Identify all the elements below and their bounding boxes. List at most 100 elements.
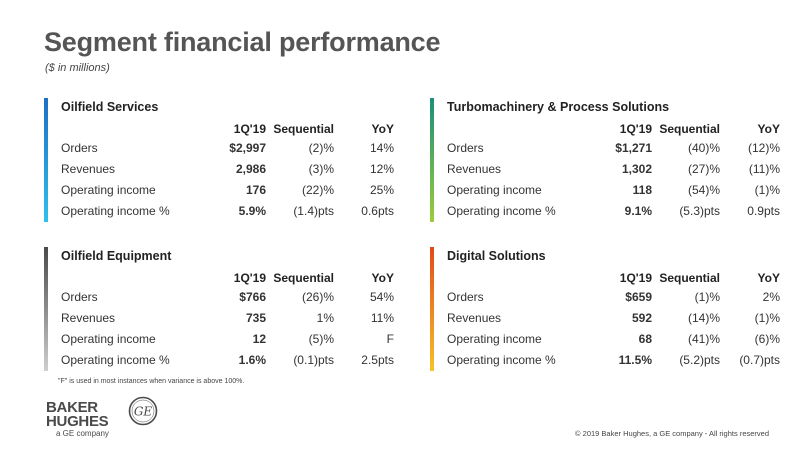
panel-oilfield-equipment: Oilfield Equipment 1Q'19 Sequential YoY … — [44, 247, 394, 371]
value-yoy: 0.9pts — [747, 204, 780, 218]
accent-bar — [430, 247, 434, 371]
value-yoy: 54% — [369, 290, 394, 304]
value-yoy: 14% — [369, 141, 394, 155]
value-yoy: 12% — [369, 162, 394, 176]
value-1q19: 118 — [632, 183, 652, 197]
value-1q19: $1,271 — [615, 141, 652, 155]
logo-line-baker: BAKER — [46, 399, 98, 416]
row-label: Orders — [61, 141, 98, 155]
value-yoy: (0.7)pts — [739, 353, 780, 367]
baker-hughes-logo: BAKER HUGHES a GE company — [46, 399, 109, 439]
table-row: Operating income 68 (41)% (6)% — [447, 332, 780, 353]
value-1q19: 1.6% — [238, 353, 266, 367]
value-1q19: 176 — [245, 183, 266, 197]
value-1q19: 68 — [638, 332, 652, 346]
value-yoy: (11)% — [748, 162, 780, 176]
page-title: Segment financial performance — [44, 27, 441, 57]
value-1q19: 2,986 — [235, 162, 266, 176]
value-yoy: 0.6pts — [361, 204, 394, 218]
value-sequential: (41)% — [687, 332, 720, 346]
row-label: Revenues — [61, 162, 116, 176]
value-1q19: 9.1% — [624, 204, 652, 218]
logo-line-ge-company: a GE company — [56, 429, 109, 438]
value-1q19: 1,302 — [621, 162, 652, 176]
value-sequential: (0.1)pts — [293, 353, 334, 367]
panel-title: Turbomachinery & Process Solutions — [447, 100, 670, 114]
logo-line-hughes: HUGHES — [46, 413, 109, 430]
value-1q19: $2,997 — [229, 141, 266, 155]
accent-bar — [44, 98, 48, 222]
row-label: Operating income % — [447, 353, 556, 367]
value-yoy: (6)% — [754, 332, 780, 346]
value-1q19: $659 — [625, 290, 652, 304]
table-row: Operating income 176 (22)% 25% — [61, 183, 394, 204]
value-sequential: (1.4)pts — [293, 204, 334, 218]
value-yoy: 2% — [762, 290, 780, 304]
value-sequential: 1% — [316, 311, 334, 325]
table-row: Revenues 735 1% 11% — [61, 311, 394, 332]
table-row: Orders $2,997 (2)% 14% — [61, 141, 394, 162]
ge-mark-text: GE — [134, 405, 153, 419]
value-yoy: (12)% — [747, 141, 780, 155]
panel-turbomachinery: Turbomachinery & Process Solutions 1Q'19… — [430, 98, 780, 222]
row-label: Orders — [447, 290, 484, 304]
panel-digital-solutions: Digital Solutions 1Q'19 Sequential YoY O… — [430, 247, 780, 371]
table-row: Orders $766 (26)% 54% — [61, 290, 394, 311]
value-sequential: (1)% — [694, 290, 720, 304]
value-yoy: 2.5pts — [361, 353, 394, 367]
footnote: "F" is used in most instances when varia… — [58, 378, 245, 385]
table-row: Operating income 12 (5)% F — [61, 332, 394, 353]
value-1q19: 592 — [631, 311, 652, 325]
row-label: Orders — [447, 141, 484, 155]
table-row: Operating income % 11.5% (5.2)pts (0.7)p… — [447, 353, 780, 374]
value-1q19: 5.9% — [238, 204, 266, 218]
table-row: Operating income % 5.9% (1.4)pts 0.6pts — [61, 204, 394, 225]
value-yoy: 25% — [369, 183, 394, 197]
value-sequential: (14)% — [687, 311, 720, 325]
table-row: Orders $659 (1)% 2% — [447, 290, 780, 311]
row-label: Orders — [61, 290, 98, 304]
column-header-sequential: Sequential — [659, 271, 720, 285]
accent-bar — [44, 247, 48, 371]
page-subtitle: ($ in millions) — [45, 62, 110, 74]
row-label: Operating income — [447, 332, 542, 346]
value-1q19: 11.5% — [618, 353, 652, 367]
value-yoy: (1)% — [754, 311, 780, 325]
column-header-sequential: Sequential — [273, 271, 334, 285]
column-header-sequential: Sequential — [659, 122, 720, 136]
value-sequential: (26)% — [301, 290, 334, 304]
row-label: Operating income — [61, 183, 156, 197]
table-row: Revenues 2,986 (3)% 12% — [61, 162, 394, 183]
value-sequential: (2)% — [308, 141, 334, 155]
column-header-1q19: 1Q'19 — [619, 271, 652, 285]
value-sequential: (3)% — [308, 162, 334, 176]
panel-title: Digital Solutions — [447, 249, 546, 263]
table-row: Orders $1,271 (40)% (12)% — [447, 141, 780, 162]
value-sequential: (5.3)pts — [679, 204, 720, 218]
copyright: © 2019 Baker Hughes, a GE company - All … — [575, 429, 769, 438]
table-row: Revenues 592 (14)% (1)% — [447, 311, 780, 332]
column-header-yoy: YoY — [371, 122, 394, 136]
value-yoy: (1)% — [754, 183, 780, 197]
table-row: Revenues 1,302 (27)% (11)% — [447, 162, 780, 183]
row-label: Revenues — [447, 162, 502, 176]
value-1q19: 12 — [252, 332, 266, 346]
accent-bar — [430, 98, 434, 222]
column-header-1q19: 1Q'19 — [233, 271, 266, 285]
value-1q19: $766 — [239, 290, 266, 304]
value-sequential: (54)% — [687, 183, 720, 197]
value-yoy: 11% — [370, 311, 394, 325]
table-row: Operating income % 9.1% (5.3)pts 0.9pts — [447, 204, 780, 225]
row-label: Operating income % — [61, 353, 170, 367]
value-sequential: (5.2)pts — [679, 353, 720, 367]
row-label: Revenues — [61, 311, 116, 325]
panel-title: Oilfield Equipment — [61, 249, 172, 263]
column-header-1q19: 1Q'19 — [619, 122, 652, 136]
row-label: Operating income — [61, 332, 156, 346]
value-sequential: (40)% — [687, 141, 720, 155]
value-sequential: (27)% — [687, 162, 720, 176]
column-header-sequential: Sequential — [273, 122, 334, 136]
value-sequential: (5)% — [308, 332, 334, 346]
row-label: Operating income — [447, 183, 542, 197]
row-label: Operating income % — [61, 204, 170, 218]
